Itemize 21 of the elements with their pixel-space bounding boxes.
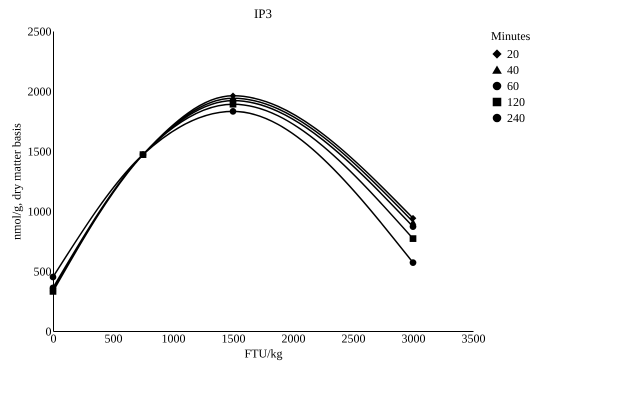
legend-title: Minutes [491, 29, 531, 43]
legend-label: 120 [507, 95, 525, 109]
x-tick-label: 1000 [162, 332, 186, 346]
y-axis-title: nmol/g, dry matter basis [10, 122, 24, 240]
y-tick-label: 2000 [28, 84, 52, 98]
legend-label: 40 [507, 63, 519, 77]
x-tick-label: 2000 [282, 332, 306, 346]
y-tick-label: 1000 [28, 204, 52, 218]
x-tick-label: 2500 [342, 332, 366, 346]
chart-title: IP3 [254, 6, 272, 21]
legend-label: 240 [507, 111, 525, 125]
x-tick-label: 1500 [222, 332, 246, 346]
x-tick-label: 3500 [462, 332, 486, 346]
x-tick-label: 3000 [402, 332, 426, 346]
y-tick-label: 1500 [28, 144, 52, 158]
legend-label: 20 [507, 47, 519, 61]
y-tick-label: 500 [34, 264, 52, 278]
legend-label: 60 [507, 79, 519, 93]
x-tick-label: 500 [104, 332, 122, 346]
x-axis-title: FTU/kg [244, 346, 283, 360]
y-tick-label: 2500 [28, 24, 52, 38]
